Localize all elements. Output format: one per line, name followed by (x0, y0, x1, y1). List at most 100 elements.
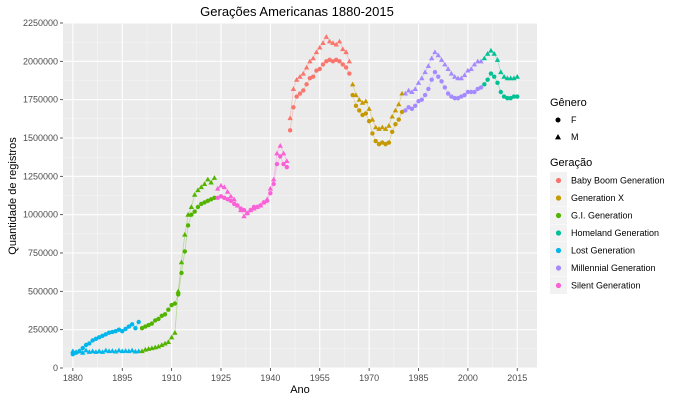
point-m (468, 66, 474, 72)
point-m (412, 86, 418, 91)
point-m (218, 182, 224, 188)
point-f (129, 322, 135, 327)
point-f (498, 89, 503, 95)
point-m (172, 330, 178, 335)
point-m (498, 69, 504, 75)
point-f (320, 62, 326, 67)
point-f (212, 195, 217, 200)
point-f (475, 86, 480, 92)
point-m (241, 213, 247, 219)
legend-generation: Geração Baby Boom Generation Generation X… (550, 157, 665, 294)
x-tick-label: 2000 (458, 373, 478, 383)
point-m (471, 61, 478, 67)
point-m (326, 38, 333, 44)
point-f (100, 333, 105, 338)
point-m (188, 204, 195, 210)
point-m (428, 55, 435, 61)
point-f (442, 85, 448, 90)
point-f (294, 94, 299, 99)
y-tick-label: 250000 (28, 325, 58, 335)
point-f (126, 324, 132, 329)
point-f (304, 82, 309, 87)
point-f (97, 335, 102, 340)
point-f (426, 86, 431, 92)
point-m (452, 73, 458, 79)
legend-generation-label: Silent Generation (571, 281, 641, 291)
point-m (438, 57, 445, 62)
point-m (129, 347, 135, 353)
point-m (185, 211, 191, 217)
point-f (87, 341, 92, 346)
legend-generation-label: Lost Generation (571, 246, 635, 256)
point-m (402, 90, 409, 96)
y-tick-label: 1750000 (23, 95, 58, 105)
point-f (80, 345, 85, 351)
x-tick-label: 1940 (260, 373, 280, 383)
point-m (359, 100, 366, 105)
point-f (93, 336, 99, 342)
point-m (396, 101, 402, 107)
point-f (199, 201, 204, 207)
point-m (70, 348, 76, 354)
point-f (340, 62, 345, 67)
point-f (189, 212, 194, 217)
legend-key-dot (555, 212, 562, 219)
point-m (435, 52, 441, 58)
point-f (511, 94, 517, 99)
point-f (274, 161, 280, 167)
point-f (136, 319, 141, 325)
point-f (291, 105, 296, 110)
point-f (347, 71, 352, 76)
point-f (271, 181, 276, 187)
point-f (462, 92, 467, 98)
point-m (346, 58, 353, 64)
point-f (436, 74, 441, 79)
point-m (215, 185, 221, 191)
point-m (349, 81, 356, 87)
point-f (208, 197, 214, 202)
point-m (379, 124, 385, 130)
point-f (156, 316, 161, 322)
point-m (244, 210, 251, 216)
point-m (488, 47, 494, 53)
point-m (294, 77, 300, 82)
point-m (290, 86, 297, 91)
legend-gender-label: F (571, 115, 577, 125)
point-m (363, 98, 369, 104)
legend-key-dot (555, 177, 562, 184)
x-axis-label: Ano (290, 384, 310, 396)
point-f (455, 95, 461, 101)
point-f (139, 325, 145, 331)
legend-key-circle (555, 117, 561, 123)
point-m (287, 115, 293, 121)
point-m (122, 348, 129, 353)
point-f (113, 329, 118, 334)
point-m (389, 113, 395, 119)
point-m (195, 187, 201, 193)
point-m (221, 184, 227, 190)
y-tick-label: 2250000 (23, 18, 58, 28)
point-f (297, 91, 303, 96)
y-tick-label: 750000 (28, 248, 58, 258)
point-m (201, 181, 208, 187)
point-m (369, 116, 376, 122)
point-m (317, 44, 323, 50)
point-m (465, 67, 471, 73)
point-m (231, 196, 237, 202)
legend-key-triangle (555, 134, 561, 140)
point-f (159, 313, 164, 319)
point-f (166, 307, 171, 312)
point-m (284, 158, 290, 164)
point-f (452, 95, 457, 101)
x-axis: 1880 1895 1910 1925 1940 1955 1970 1985 2000 2015 (63, 368, 527, 383)
point-m (405, 87, 412, 93)
point-f (215, 195, 220, 200)
point-f (90, 338, 95, 343)
point-f (478, 85, 484, 90)
legend-gender-label: M (571, 132, 579, 142)
point-m (270, 176, 277, 182)
point-m (478, 58, 484, 64)
point-f (110, 329, 115, 335)
x-tick-label: 1925 (211, 373, 231, 383)
point-m (261, 199, 267, 205)
